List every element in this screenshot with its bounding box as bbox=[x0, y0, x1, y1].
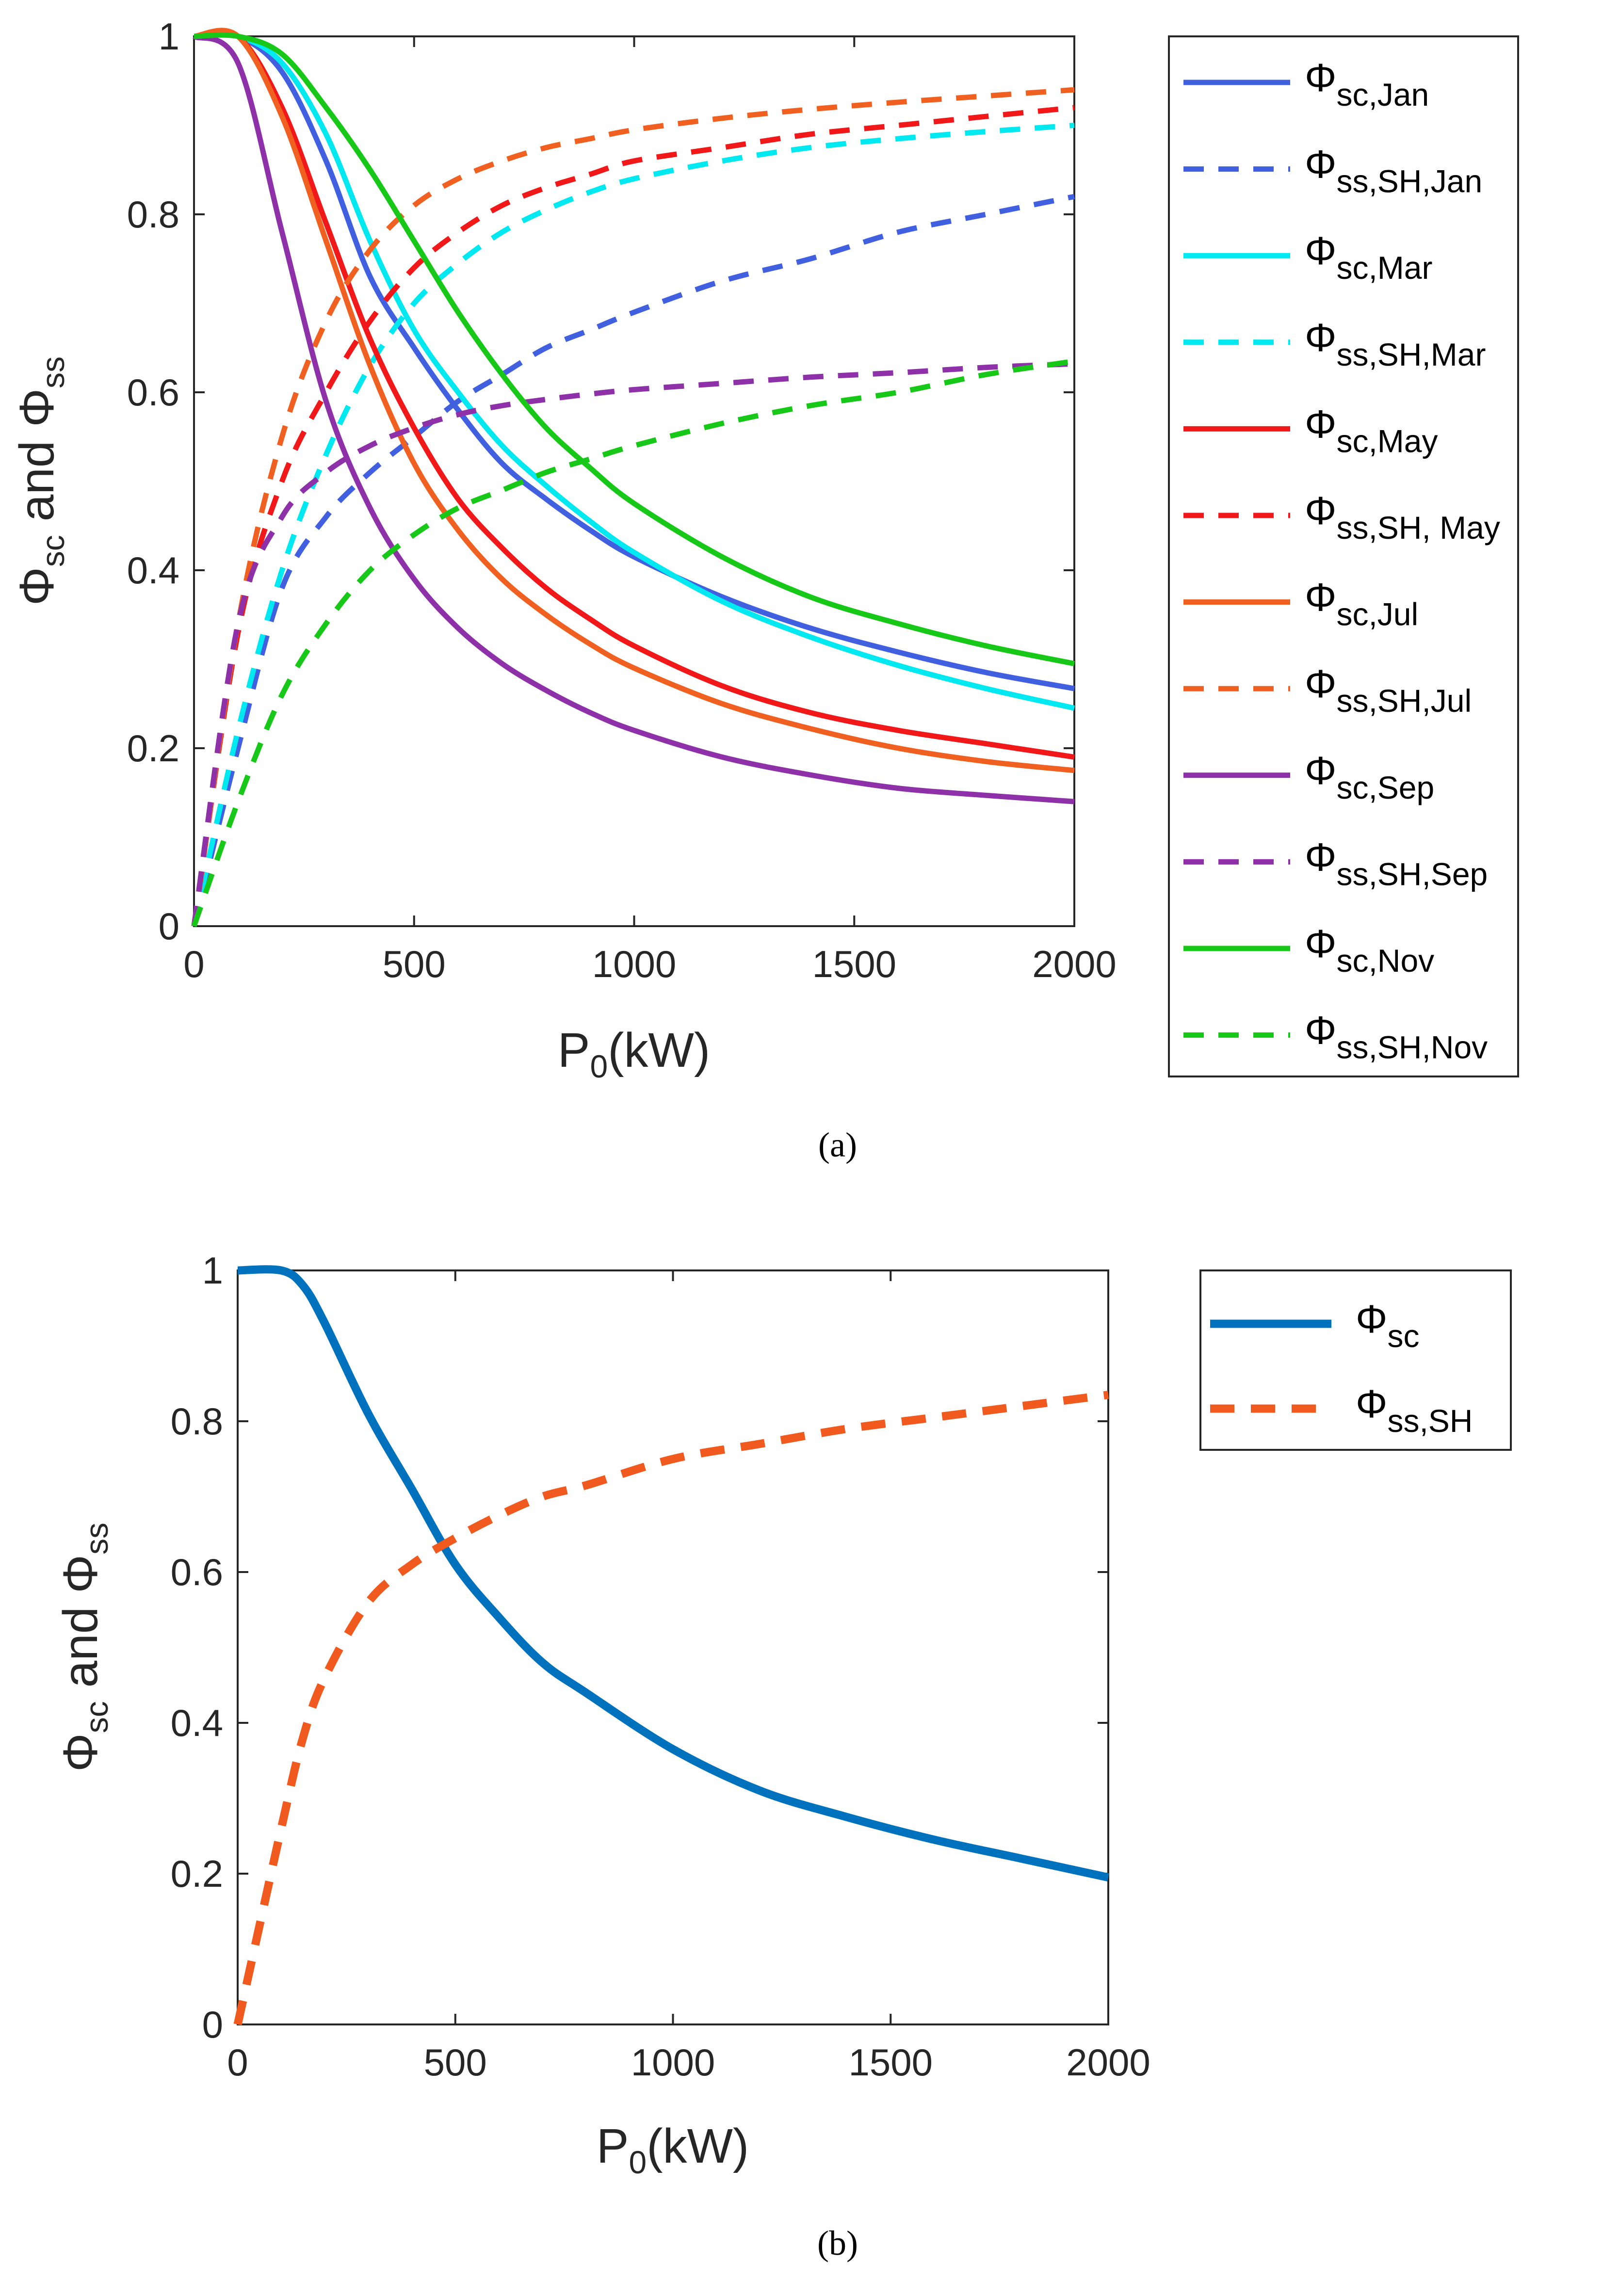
series-line-ss-sh-may bbox=[191, 105, 1075, 927]
y-tick-label: 0.8 bbox=[171, 1400, 223, 1443]
legend-a bbox=[1168, 35, 1519, 1077]
legend-label: Φss,SH,Jan bbox=[1305, 143, 1482, 199]
legend-label: Φsc,Sep bbox=[1305, 749, 1434, 805]
series-line-ss-sh-mar bbox=[191, 123, 1075, 927]
legend-label: Φsc,Jul bbox=[1305, 576, 1418, 632]
y-tick-label: 0 bbox=[159, 905, 179, 947]
y-tick-label: 0.8 bbox=[127, 193, 179, 236]
series-group-b bbox=[233, 1265, 1109, 2025]
x-tick-label: 1500 bbox=[812, 943, 896, 985]
x-tick-label: 2000 bbox=[1032, 943, 1117, 985]
x-tick-label: 500 bbox=[424, 2041, 487, 2084]
legend-label: Φsc,Nov bbox=[1305, 922, 1434, 979]
legend-label: Φss,SH,Nov bbox=[1305, 1009, 1488, 1065]
series-line-ss-sh bbox=[233, 1391, 1109, 2025]
series-line-sc-jan bbox=[194, 31, 1075, 691]
legend-label: Φss,SH bbox=[1356, 1382, 1473, 1439]
x-tick-label: 1500 bbox=[848, 2041, 933, 2084]
x-axis-title-b: P0(kW) bbox=[597, 2119, 749, 2180]
y-tick-label: 0.6 bbox=[171, 1551, 223, 1593]
y-tick-label: 1 bbox=[202, 1249, 223, 1292]
legend-label: Φss,SH,Jul bbox=[1305, 662, 1472, 719]
legend-label: Φss,SH,Mar bbox=[1305, 316, 1486, 372]
legend-b bbox=[1199, 1269, 1512, 1451]
y-tick-label: 0.2 bbox=[127, 727, 179, 770]
x-axis-b: 0 500 1000 1500 2000 bbox=[227, 1270, 1150, 2084]
x-tick-label: 0 bbox=[183, 943, 204, 985]
legend-items-a: Φsc,Jan Φss,SH,Jan Φsc,Mar Φss,SH,Mar Φsc,Ma… bbox=[1183, 56, 1500, 1065]
x-tick-label: 500 bbox=[383, 943, 446, 985]
legend-label: Φss,SH,Sep bbox=[1305, 835, 1488, 892]
y-axis-title-b: Φsc and Φss bbox=[53, 1523, 114, 1772]
legend-label: Φsc,May bbox=[1305, 402, 1438, 459]
series-line-sc-nov bbox=[194, 32, 1075, 667]
x-axis-a: 0 500 1000 1500 2000 bbox=[183, 36, 1117, 985]
chart-a: 0 0.2 0.4 0.6 0.8 1 0 500 1000 1500 2000 P0(kW) Φ… bbox=[10, 15, 1519, 1164]
plot-area-b bbox=[237, 1269, 1109, 2025]
plot-area-a bbox=[193, 35, 1075, 927]
legend-label: Φss,SH, May bbox=[1305, 489, 1500, 546]
series-group-a bbox=[191, 28, 1075, 927]
y-axis-title-a: Φsc and Φss bbox=[10, 356, 71, 606]
y-tick-label: 0.4 bbox=[171, 1702, 223, 1744]
x-tick-label: 1000 bbox=[592, 943, 677, 985]
x-tick-label: 0 bbox=[227, 2041, 248, 2084]
y-axis-b: 0 0.2 0.4 0.6 0.8 1 bbox=[171, 1249, 1108, 2046]
series-line-ss-sh-jul bbox=[191, 87, 1075, 927]
chart-b: 0 0.2 0.4 0.6 0.8 1 0 500 1000 1500 2000 P0(kW) Φ… bbox=[53, 1249, 1512, 2263]
series-line-ss-sh-jan bbox=[191, 193, 1075, 927]
series-line-sc-mar bbox=[194, 32, 1075, 711]
series-line-sc-may bbox=[194, 28, 1075, 760]
legend-items-b: Φsc Φss,SH bbox=[1210, 1297, 1473, 1439]
legend-label: Φsc,Jan bbox=[1305, 56, 1429, 112]
series-line-ss-sh-nov bbox=[191, 358, 1075, 927]
x-tick-label: 2000 bbox=[1066, 2041, 1150, 2084]
y-tick-label: 0.6 bbox=[127, 371, 179, 414]
y-tick-label: 0.4 bbox=[127, 549, 179, 592]
series-line-sc bbox=[237, 1265, 1109, 1882]
caption-b: (b) bbox=[817, 2224, 858, 2263]
y-axis-a: 0 0.2 0.4 0.6 0.8 1 bbox=[127, 15, 1074, 947]
y-tick-label: 0 bbox=[202, 2003, 223, 2046]
y-tick-label: 1 bbox=[159, 15, 179, 58]
y-tick-label: 0.2 bbox=[171, 1852, 223, 1895]
series-line-sc-sep bbox=[193, 33, 1075, 804]
caption-a: (a) bbox=[818, 1125, 857, 1164]
legend-label: Φsc,Mar bbox=[1305, 229, 1432, 286]
x-tick-label: 1000 bbox=[631, 2041, 715, 2084]
x-axis-title-a: P0(kW) bbox=[558, 1023, 710, 1084]
legend-label: Φsc bbox=[1356, 1297, 1419, 1354]
series-line-sc-jul bbox=[194, 28, 1075, 773]
